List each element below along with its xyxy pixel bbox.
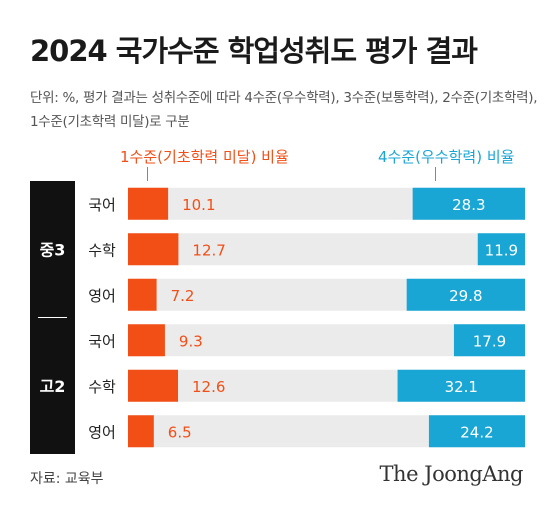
group-label: 중3 — [40, 240, 66, 259]
category-label: 국어 — [88, 196, 116, 214]
bar-low — [128, 415, 154, 448]
bar-low — [128, 233, 179, 266]
chart-title: 2024 국가수준 학업성취도 평가 결과 — [30, 34, 478, 68]
value-label-high: 32.1 — [445, 378, 478, 396]
value-label-high: 11.9 — [485, 241, 518, 259]
legend-low-label: 1수준(기초학력 미달) 비율 — [120, 148, 289, 166]
value-label-high: 28.3 — [452, 196, 485, 214]
category-label: 수학 — [88, 378, 116, 396]
bar-high — [412, 187, 525, 220]
source-note: 자료: 교육부 — [30, 471, 104, 487]
value-label-low: 7.2 — [171, 287, 195, 305]
bar-high — [453, 324, 525, 357]
value-label-low: 10.1 — [182, 196, 215, 214]
legend-high-pointer — [435, 167, 436, 181]
category-label: 영어 — [88, 423, 116, 441]
value-label-low: 9.3 — [179, 332, 203, 350]
category-label: 수학 — [88, 241, 116, 259]
bar-track — [128, 233, 525, 266]
value-label-low: 12.6 — [192, 378, 225, 396]
bar-high — [406, 278, 525, 311]
group-label: 고2 — [40, 377, 66, 396]
bar-high — [428, 415, 525, 448]
chart-subtitle: 단위: %, 평가 결과는 성취수준에 따라 4수준(우수학력), 3수준(보통… — [30, 90, 538, 130]
legend-low-pointer — [147, 167, 148, 181]
bar-low — [128, 324, 165, 357]
bar-low — [128, 369, 179, 402]
value-label-high: 24.2 — [460, 423, 493, 441]
value-label-low: 12.7 — [192, 241, 225, 259]
value-label-high: 29.8 — [449, 287, 482, 305]
bar-high — [397, 369, 525, 402]
category-label: 영어 — [88, 287, 116, 305]
bar-low — [128, 278, 157, 311]
bar-low — [128, 187, 169, 220]
value-label-low: 6.5 — [168, 423, 192, 441]
legend-high-label: 4수준(우수학력) 비율 — [378, 148, 515, 166]
value-label-high: 17.9 — [473, 332, 506, 350]
category-label: 국어 — [88, 332, 116, 350]
brand-logo: The JoongAng — [379, 462, 524, 486]
bar-high — [477, 233, 525, 266]
